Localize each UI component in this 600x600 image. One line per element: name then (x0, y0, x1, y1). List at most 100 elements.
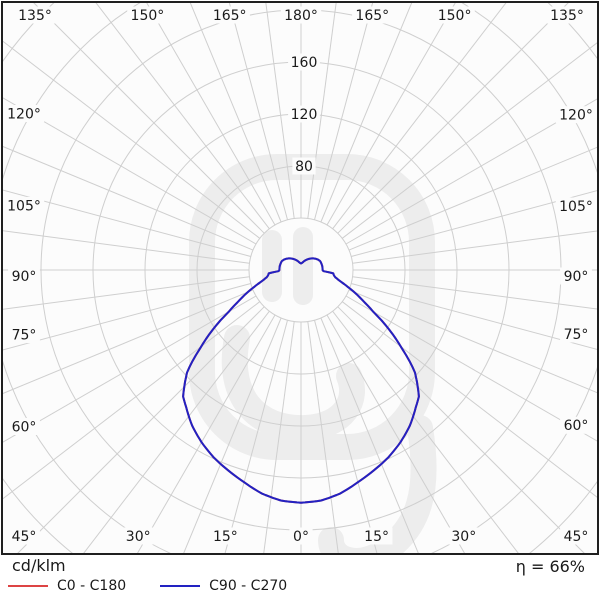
angle-label: 90° (12, 269, 37, 285)
legend-item-c0-c180: C0 - C180 (8, 578, 126, 594)
grid-spoke (326, 3, 456, 226)
axis-labels: 135° 150° 165° 180° 165° 150° 135° 120° 120° 105°… (3, 6, 597, 545)
angle-label-bg (546, 6, 588, 24)
grid-spoke (326, 314, 465, 553)
angle-label: 75° (12, 328, 37, 344)
grid-spoke (320, 3, 413, 223)
angle-label-bg (555, 197, 597, 215)
angle-label-bg (3, 105, 45, 122)
grid-spoke (314, 3, 374, 220)
angle-label: 15° (213, 529, 238, 545)
grid-spoke (351, 283, 597, 350)
angle-label-bg (560, 416, 592, 434)
grid-spoke (3, 289, 254, 394)
radial-label: 120 (291, 107, 318, 123)
legend-label-c0-c180: C0 - C180 (57, 578, 127, 594)
grid-spoke (3, 40, 261, 239)
legend: C0 - C180 C90 - C270 (8, 578, 321, 594)
angle-label: 180° (284, 8, 318, 24)
grid-spoke (3, 301, 261, 500)
grid-spoke (307, 321, 339, 553)
angle-label: 45° (564, 529, 589, 545)
grid-spoke (3, 230, 250, 264)
grid-spoke (265, 3, 295, 219)
grid-spoke (341, 301, 597, 498)
radial-label-bg (292, 157, 316, 175)
angle-label: 165° (355, 8, 389, 24)
angle-label: 165° (213, 8, 247, 24)
grid-spoke (307, 3, 337, 219)
angle-label-bg (560, 325, 592, 343)
legend-line-c0-c180-icon (8, 585, 48, 587)
curves (182, 257, 420, 504)
grid-spoke (224, 320, 288, 553)
angle-label-bg (122, 527, 155, 545)
grid-spoke (352, 276, 597, 310)
curve-c90-c270 (182, 257, 420, 504)
angle-label-bg (8, 527, 40, 545)
angle-label: 120° (559, 108, 593, 124)
angle-label: 75° (564, 327, 589, 343)
angle-label: 90° (564, 269, 589, 285)
angle-label: 150° (131, 8, 165, 24)
grid-spoke (3, 97, 257, 245)
angle-label-bg (209, 527, 242, 545)
radial-label-bg (288, 53, 320, 71)
legend-label-c90-c270: C90 - C270 (209, 578, 288, 594)
grid-spoke (83, 310, 270, 553)
angle-label-bg (280, 6, 322, 24)
grid-spoke (332, 3, 507, 230)
angle-label-bg (289, 527, 313, 545)
grid-spoke (263, 321, 295, 553)
grid-spoke (345, 295, 597, 442)
grid-spoke (3, 146, 254, 251)
grid-spoke (332, 310, 519, 553)
angle-label-bg (14, 6, 56, 24)
grid-spoke (341, 42, 597, 239)
angle-label: 60° (564, 418, 589, 434)
angle-label-bg (447, 527, 480, 545)
angle-label: 120° (7, 106, 41, 122)
angle-label: 105° (7, 198, 41, 214)
grid-spoke (3, 189, 251, 257)
grid-spoke (3, 276, 250, 310)
grid-spoke (314, 320, 378, 553)
angle-label: 150° (438, 8, 472, 24)
grid-spoke (183, 317, 282, 553)
angle-label-bg (8, 267, 40, 285)
angle-label: 0° (293, 529, 309, 545)
grid-spoke (352, 230, 597, 264)
grid-spoke (345, 98, 597, 245)
radial-label-bg (288, 105, 320, 123)
angle-label: 135° (18, 8, 52, 24)
angle-label: 60° (12, 419, 37, 435)
angle-label-bg (360, 527, 393, 545)
grid-spoke (33, 3, 265, 234)
grid-spoke (95, 3, 270, 230)
grid-spoke (146, 3, 276, 226)
legend-item-c90-c270: C90 - C270 (160, 578, 287, 594)
polar-chart: 135° 150° 165° 180° 165° 150° 135° 120° 120° 105°… (1, 1, 599, 555)
angle-label-bg (209, 6, 250, 24)
grid-spoke (337, 3, 569, 234)
angle-label-bg (127, 6, 168, 24)
grid-spoke (137, 314, 276, 553)
radial-label: 160 (291, 55, 318, 71)
radial-label: 80 (295, 159, 313, 175)
grid-spoke (3, 295, 257, 443)
angle-label-bg (8, 326, 40, 344)
angle-label-bg (434, 6, 475, 24)
angle-label-bg (555, 106, 597, 124)
grid-spoke (351, 190, 597, 257)
angle-label-bg (560, 267, 592, 285)
grid-spoke (348, 289, 597, 394)
angle-label: 45° (12, 529, 37, 545)
grid-spoke (348, 146, 597, 251)
grid-spoke (320, 317, 419, 553)
grid-spoke (189, 3, 282, 223)
units-label: cd/klm (12, 556, 66, 575)
angle-label-bg (8, 418, 40, 435)
angle-label-bg (560, 527, 592, 545)
efficiency-label: η = 66% (515, 557, 585, 576)
